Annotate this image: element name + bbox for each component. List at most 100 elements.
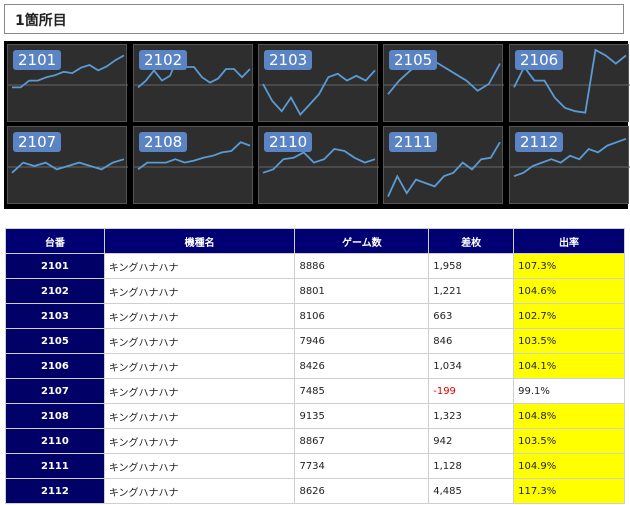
trend-line <box>137 55 251 89</box>
trend-panel-2101[interactable]: 2101 <box>7 44 128 122</box>
table-row: 2111 キングハナハナ 7734 1,128 104.9% <box>5 453 625 479</box>
trend-graph <box>8 158 128 174</box>
rate-cell: 104.1% <box>513 353 625 379</box>
rate-cell: 104.9% <box>513 453 625 479</box>
col-header-model: 機種名 <box>103 228 296 254</box>
col-header-rate: 出率 <box>513 228 625 254</box>
diff-cell: 4,485 <box>428 478 515 504</box>
rate-cell: 99.1% <box>513 378 625 404</box>
trend-graph <box>510 137 630 178</box>
games-cell: 8801 <box>294 278 430 304</box>
trend-graph <box>384 59 504 95</box>
model-name-cell: キングハナハナ <box>103 428 296 454</box>
machine-number-cell[interactable]: 2106 <box>5 353 105 379</box>
trend-line <box>513 48 627 114</box>
rate-cell: 103.5% <box>513 428 625 454</box>
panel-label: 2110 <box>264 132 313 152</box>
diff-cell: 1,958 <box>428 253 515 279</box>
diff-cell: -199 <box>428 378 515 404</box>
panel-label: 2106 <box>515 50 564 70</box>
games-cell: 8867 <box>294 428 430 454</box>
page-title: 1箇所目 <box>15 13 67 29</box>
results-table: 台番 機種名 ゲーム数 差枚 出率 2101 キングハナハナ 8886 1,958 10… <box>5 228 625 504</box>
machine-number-cell[interactable]: 2105 <box>5 328 105 354</box>
trend-line <box>262 148 376 174</box>
panel-label: 2112 <box>515 132 564 152</box>
machine-number-cell[interactable]: 2110 <box>5 428 105 454</box>
trend-line <box>11 158 125 174</box>
games-cell: 8886 <box>294 253 430 279</box>
trend-line <box>387 59 501 95</box>
games-cell: 7946 <box>294 328 430 354</box>
trend-graph <box>259 148 379 174</box>
table-row: 2102 キングハナハナ 8801 1,221 104.6% <box>5 278 625 304</box>
trend-panel-2110[interactable]: 2110 <box>258 126 379 204</box>
table-row: 2103 キングハナハナ 8106 663 102.7% <box>5 303 625 329</box>
diff-cell: 1,128 <box>428 453 515 479</box>
trend-graph <box>8 54 128 89</box>
trend-panel-2106[interactable]: 2106 <box>509 44 630 122</box>
panel-label: 2103 <box>264 50 313 70</box>
trend-panel-2112[interactable]: 2112 <box>509 126 630 204</box>
model-name-cell: キングハナハナ <box>103 378 296 404</box>
games-cell: 7485 <box>294 378 430 404</box>
model-name-cell: キングハナハナ <box>103 278 296 304</box>
machine-number-cell[interactable]: 2111 <box>5 453 105 479</box>
games-cell: 7734 <box>294 453 430 479</box>
model-name-cell: キングハナハナ <box>103 303 296 329</box>
col-header-machine-no: 台番 <box>5 228 105 254</box>
diff-cell: 1,323 <box>428 403 515 429</box>
diff-cell: 663 <box>428 303 515 329</box>
model-name-cell: キングハナハナ <box>103 328 296 354</box>
model-name-cell: キングハナハナ <box>103 253 296 279</box>
model-name-cell: キングハナハナ <box>103 478 296 504</box>
diff-cell: 942 <box>428 428 515 454</box>
trend-line <box>12 54 125 89</box>
machine-number-cell[interactable]: 2102 <box>5 278 105 304</box>
machine-number-cell[interactable]: 2112 <box>5 478 105 504</box>
table-row: 2110 キングハナハナ 8867 942 103.5% <box>5 428 625 454</box>
diff-cell: 1,221 <box>428 278 515 304</box>
trend-graph <box>134 141 254 171</box>
trend-line <box>137 141 251 171</box>
trend-line <box>262 69 376 117</box>
machine-number-cell[interactable]: 2107 <box>5 378 105 404</box>
machine-number-cell[interactable]: 2103 <box>5 303 105 329</box>
trend-panel-2108[interactable]: 2108 <box>133 126 254 204</box>
table-row: 2112 キングハナハナ 8626 4,485 117.3% <box>5 478 625 504</box>
games-cell: 9135 <box>294 403 430 429</box>
trend-line <box>387 141 501 197</box>
table-header-row: 台番 機種名 ゲーム数 差枚 出率 <box>5 228 625 254</box>
trend-panels: 2101 2102 2103 2105 2106 2107 2108 2110 2111 2112 <box>4 41 630 209</box>
machine-number-cell[interactable]: 2108 <box>5 403 105 429</box>
rate-cell: 104.8% <box>513 403 625 429</box>
model-name-cell: キングハナハナ <box>103 453 296 479</box>
section-title-box: 1箇所目 <box>4 4 624 34</box>
model-name-cell: キングハナハナ <box>103 353 296 379</box>
panel-label: 2102 <box>139 50 188 70</box>
trend-panel-2102[interactable]: 2102 <box>133 44 254 122</box>
panel-label: 2105 <box>389 50 438 70</box>
table-row: 2101 キングハナハナ 8886 1,958 107.3% <box>5 253 625 279</box>
panel-label: 2107 <box>13 132 62 152</box>
trend-panel-2107[interactable]: 2107 <box>7 126 128 204</box>
machine-number-cell[interactable]: 2101 <box>5 253 105 279</box>
col-header-games: ゲーム数 <box>294 228 430 254</box>
trend-panel-2111[interactable]: 2111 <box>383 126 504 204</box>
trend-panel-2105[interactable]: 2105 <box>383 44 504 122</box>
col-header-diff: 差枚 <box>428 228 515 254</box>
trend-graph <box>510 48 630 114</box>
rate-cell: 117.3% <box>513 478 625 504</box>
table-row: 2108 キングハナハナ 9135 1,323 104.8% <box>5 403 625 429</box>
trend-line <box>513 137 627 178</box>
table-row: 2107 キングハナハナ 7485 -199 99.1% <box>5 378 625 404</box>
trend-panel-2103[interactable]: 2103 <box>258 44 379 122</box>
panel-label: 2108 <box>139 132 188 152</box>
rate-cell: 107.3% <box>513 253 625 279</box>
games-cell: 8106 <box>294 303 430 329</box>
table-row: 2105 キングハナハナ 7946 846 103.5% <box>5 328 625 354</box>
games-cell: 8626 <box>294 478 430 504</box>
panel-label: 2101 <box>13 50 62 70</box>
games-cell: 8426 <box>294 353 430 379</box>
trend-graph <box>134 55 254 89</box>
